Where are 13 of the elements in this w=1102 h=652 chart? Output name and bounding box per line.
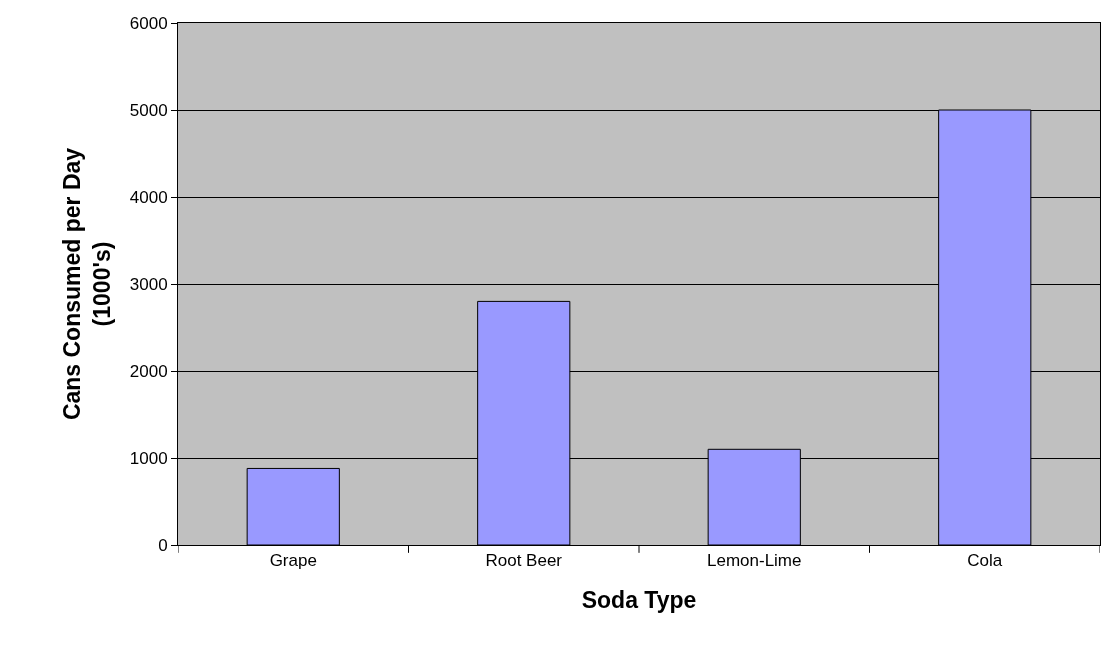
x-axis-title: Soda Type: [581, 587, 697, 613]
x-tick-label: Grape: [269, 551, 317, 571]
y-tick-label: 3000: [129, 274, 168, 294]
x-tick-label: Lemon-Lime: [707, 551, 802, 571]
y-tick-label: 1000: [129, 448, 168, 468]
y-tick-label: 5000: [129, 100, 168, 120]
y-tick-label: 6000: [129, 13, 168, 33]
x-tick-label: Cola: [967, 551, 1003, 571]
y-tick-label: 4000: [129, 187, 168, 207]
y-axis-title: Cans Consumed per Day (1000's): [59, 147, 116, 421]
y-tick-label: 0: [158, 535, 168, 555]
y-tick-label: 2000: [129, 361, 168, 381]
x-tick-label: Root Beer: [485, 551, 563, 571]
